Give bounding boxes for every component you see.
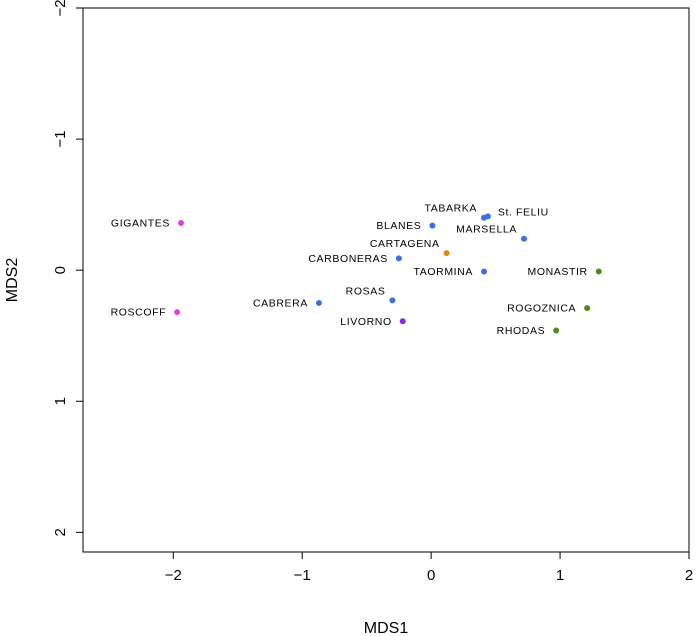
point-label: BLANES [376, 220, 421, 232]
y-tick-label: −1 [52, 131, 69, 148]
point-label: CARTAGENA [370, 238, 440, 250]
data-point [395, 255, 402, 262]
x-tick-label: 0 [427, 567, 435, 584]
y-tick-label: 0 [52, 266, 69, 274]
point-label: St. FELIU [498, 206, 549, 218]
point-label: RHODAS [497, 325, 546, 337]
x-tick-label: 1 [556, 567, 564, 584]
point-label: LIVORNO [340, 316, 391, 328]
point-label: CARBONERAS [308, 253, 388, 265]
point-label: ROGOZNICA [507, 303, 576, 315]
data-point [584, 305, 591, 312]
x-tick-label: 2 [685, 567, 693, 584]
plot-frame [82, 7, 690, 553]
y-axis: −2 −1 0 1 2 [52, 0, 83, 537]
y-tick-label: 2 [52, 528, 69, 536]
data-point [315, 299, 322, 306]
point-label: GIGANTES [111, 217, 170, 229]
data-point [553, 327, 560, 334]
data-point [177, 219, 184, 226]
data-points: GIGANTES ROSCOFF TABARKA St. FELIU BLANES MAR… [111, 203, 602, 337]
point-label: TAORMINA [414, 266, 473, 278]
data-point [174, 309, 181, 316]
x-tick-label: −1 [294, 567, 311, 584]
data-point [399, 318, 406, 325]
data-point [389, 297, 396, 304]
data-point [520, 235, 527, 242]
x-axis-title: MDS1 [364, 620, 409, 636]
data-point [443, 250, 450, 257]
point-label: ROSCOFF [111, 307, 167, 319]
point-label: MONASTIR [528, 266, 588, 278]
data-point [595, 268, 602, 275]
point-label: TABARKA [425, 203, 477, 215]
data-point [484, 213, 491, 220]
x-tick-label: −2 [165, 567, 182, 584]
point-label: ROSAS [346, 285, 386, 297]
point-label: CABRERA [253, 297, 308, 309]
data-point [429, 222, 436, 229]
y-tick-label: −2 [52, 0, 69, 17]
y-axis-title: MDS2 [4, 258, 21, 303]
data-point [480, 268, 487, 275]
y-tick-label: 1 [52, 397, 69, 405]
x-axis: −2 −1 0 1 2 [165, 552, 693, 584]
point-label: MARSELLA [456, 224, 517, 236]
